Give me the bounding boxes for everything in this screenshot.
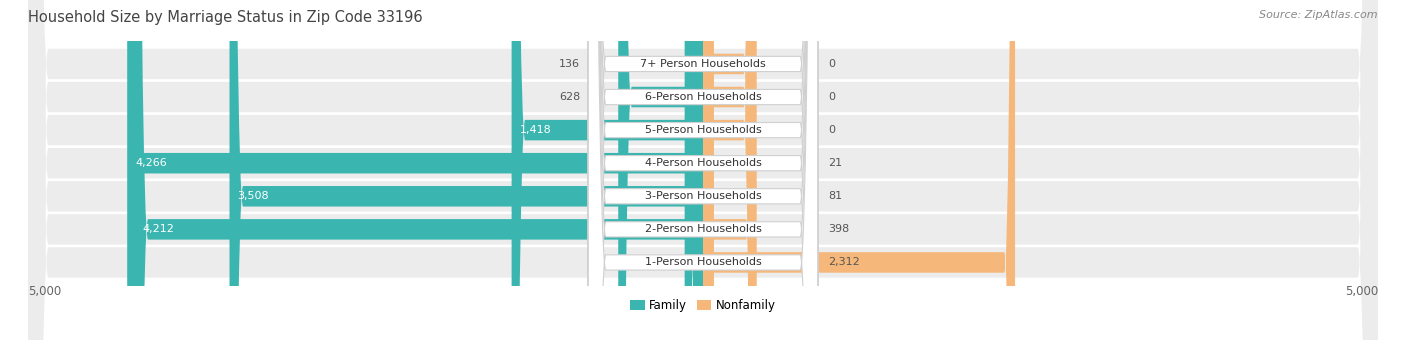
Legend: Family, Nonfamily: Family, Nonfamily bbox=[626, 294, 780, 317]
Text: 1,418: 1,418 bbox=[520, 125, 551, 135]
Text: 21: 21 bbox=[828, 158, 842, 168]
FancyBboxPatch shape bbox=[28, 0, 1378, 340]
FancyBboxPatch shape bbox=[703, 0, 714, 340]
FancyBboxPatch shape bbox=[588, 0, 818, 340]
FancyBboxPatch shape bbox=[685, 0, 703, 340]
FancyBboxPatch shape bbox=[588, 0, 818, 340]
FancyBboxPatch shape bbox=[588, 0, 818, 340]
Text: 3-Person Households: 3-Person Households bbox=[644, 191, 762, 201]
FancyBboxPatch shape bbox=[28, 0, 1378, 340]
Text: 7+ Person Households: 7+ Person Households bbox=[640, 59, 766, 69]
FancyBboxPatch shape bbox=[28, 0, 1378, 340]
FancyBboxPatch shape bbox=[703, 0, 754, 340]
Text: 4,212: 4,212 bbox=[142, 224, 174, 234]
FancyBboxPatch shape bbox=[512, 0, 703, 340]
FancyBboxPatch shape bbox=[28, 0, 1378, 340]
Text: 0: 0 bbox=[828, 92, 835, 102]
FancyBboxPatch shape bbox=[28, 0, 1378, 340]
FancyBboxPatch shape bbox=[619, 0, 703, 340]
Text: 4-Person Households: 4-Person Households bbox=[644, 158, 762, 168]
Text: 6-Person Households: 6-Person Households bbox=[644, 92, 762, 102]
FancyBboxPatch shape bbox=[703, 0, 756, 340]
FancyBboxPatch shape bbox=[588, 0, 818, 340]
Text: 0: 0 bbox=[828, 59, 835, 69]
Text: 2,312: 2,312 bbox=[828, 257, 860, 268]
FancyBboxPatch shape bbox=[703, 0, 1015, 340]
Text: 1-Person Households: 1-Person Households bbox=[644, 257, 762, 268]
FancyBboxPatch shape bbox=[588, 0, 818, 340]
Text: 0: 0 bbox=[828, 125, 835, 135]
Text: 4,266: 4,266 bbox=[135, 158, 167, 168]
Text: Source: ZipAtlas.com: Source: ZipAtlas.com bbox=[1260, 10, 1378, 20]
FancyBboxPatch shape bbox=[28, 0, 1378, 340]
FancyBboxPatch shape bbox=[588, 0, 818, 340]
FancyBboxPatch shape bbox=[588, 0, 818, 340]
FancyBboxPatch shape bbox=[703, 0, 754, 340]
Text: 5-Person Households: 5-Person Households bbox=[644, 125, 762, 135]
FancyBboxPatch shape bbox=[695, 0, 714, 340]
Text: 398: 398 bbox=[828, 224, 849, 234]
Text: 2-Person Households: 2-Person Households bbox=[644, 224, 762, 234]
Text: 81: 81 bbox=[828, 191, 842, 201]
Text: 136: 136 bbox=[560, 59, 581, 69]
FancyBboxPatch shape bbox=[703, 0, 754, 340]
Text: Household Size by Marriage Status in Zip Code 33196: Household Size by Marriage Status in Zip… bbox=[28, 10, 423, 25]
Text: 628: 628 bbox=[560, 92, 581, 102]
FancyBboxPatch shape bbox=[135, 0, 703, 340]
FancyBboxPatch shape bbox=[28, 0, 1378, 340]
Text: 3,508: 3,508 bbox=[238, 191, 269, 201]
FancyBboxPatch shape bbox=[229, 0, 703, 340]
Text: 5,000: 5,000 bbox=[1344, 285, 1378, 298]
FancyBboxPatch shape bbox=[127, 0, 703, 340]
Text: 5,000: 5,000 bbox=[28, 285, 62, 298]
